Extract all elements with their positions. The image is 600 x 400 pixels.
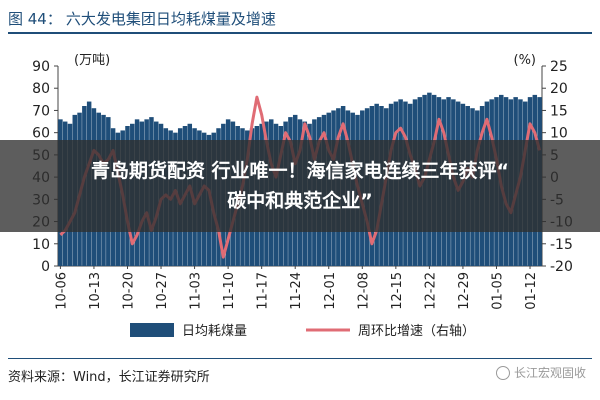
chart-title: 图 44： 六大发电集团日均耗煤量及增速 <box>8 6 592 34</box>
x-tick-label: 01-05 <box>490 272 505 310</box>
x-tick-label: 10-20 <box>121 272 136 310</box>
x-tick-label: 11-17 <box>256 272 271 310</box>
right-tick-label: 10 <box>550 126 568 142</box>
overlay-banner[interactable]: 青岛期货配资 行业唯一！海信家电连续三年获评“ 碳中和典范企业” <box>0 140 600 232</box>
overlay-line-1: 青岛期货配资 行业唯一！海信家电连续三年获评“ <box>90 160 510 182</box>
right-tick-label: -20 <box>550 259 573 275</box>
left-axis-unit: (万吨) <box>74 53 110 68</box>
left-tick-label: 90 <box>32 59 50 75</box>
right-tick-label: 20 <box>550 81 568 97</box>
legend-line-label: 周环比增速（右轴） <box>358 324 475 339</box>
overlay-line-2: 碳中和典范企业” <box>227 190 373 212</box>
right-tick-label: 25 <box>550 59 568 75</box>
source-note: 资料来源：Wind，长江证券研究所 <box>8 370 210 385</box>
right-axis-unit: (%) <box>514 53 537 68</box>
watermark-text: 长江宏观固收 <box>513 366 586 380</box>
wechat-icon <box>495 365 510 380</box>
x-tick-label: 12-29 <box>457 272 472 310</box>
x-tick-label: 10-06 <box>54 272 69 310</box>
x-tick-label: 11-24 <box>289 272 304 310</box>
left-tick-label: 70 <box>32 103 50 119</box>
legend-bar-label: 日均耗煤量 <box>182 324 247 339</box>
left-tick-label: 10 <box>32 237 50 253</box>
left-tick-label: 80 <box>32 81 50 97</box>
right-tick-label: 15 <box>550 103 568 119</box>
x-tick-label: 10-13 <box>88 272 103 310</box>
x-tick-label: 11-10 <box>222 272 237 310</box>
x-tick-label: 12-22 <box>423 272 438 310</box>
watermark: 长江宏观固收 <box>495 364 586 381</box>
figure-label: 图 44： <box>8 10 62 28</box>
x-tick-label: 01-12 <box>524 272 539 310</box>
right-tick-label: -15 <box>550 237 573 253</box>
x-tick-label: 12-15 <box>390 272 405 310</box>
legend-bar-swatch <box>130 323 174 337</box>
x-tick-label: 10-27 <box>155 272 170 310</box>
left-tick-label: 60 <box>32 126 50 142</box>
figure-title: 六大发电集团日均耗煤量及增速 <box>65 10 276 28</box>
x-tick-label: 12-08 <box>356 272 371 310</box>
x-tick-label: 11-03 <box>189 272 204 310</box>
left-tick-label: 0 <box>41 259 50 275</box>
x-tick-label: 12-01 <box>323 272 338 310</box>
source-divider <box>8 358 592 359</box>
